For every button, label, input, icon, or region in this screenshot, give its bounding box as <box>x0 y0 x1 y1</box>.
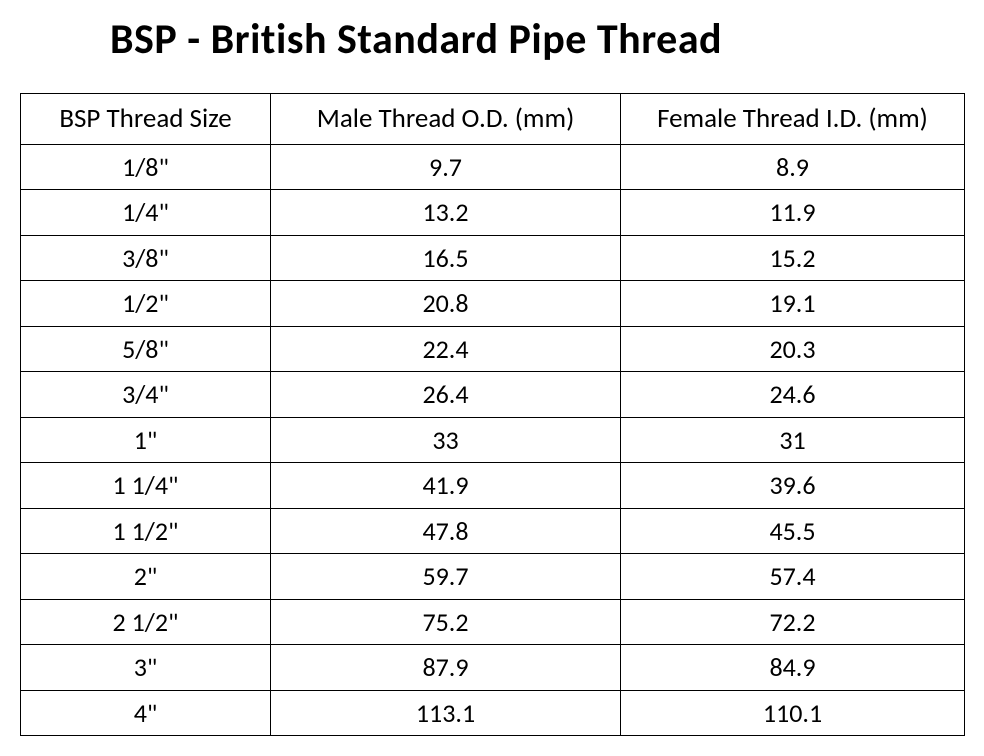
cell-male-od: 113.1 <box>271 690 621 736</box>
cell-male-od: 9.7 <box>271 144 621 190</box>
table-header-row: BSP Thread Size Male Thread O.D. (mm) Fe… <box>21 94 965 145</box>
cell-female-id: 72.2 <box>621 599 965 645</box>
cell-male-od: 59.7 <box>271 554 621 600</box>
cell-size: 1 1/4" <box>21 463 271 509</box>
cell-size: 1/4" <box>21 190 271 236</box>
cell-female-id: 39.6 <box>621 463 965 509</box>
table-row: 1 1/4" 41.9 39.6 <box>21 463 965 509</box>
table-row: 1/2" 20.8 19.1 <box>21 281 965 327</box>
cell-female-id: 57.4 <box>621 554 965 600</box>
cell-male-od: 75.2 <box>271 599 621 645</box>
cell-male-od: 33 <box>271 417 621 463</box>
cell-size: 2" <box>21 554 271 600</box>
cell-female-id: 20.3 <box>621 326 965 372</box>
table-row: 2" 59.7 57.4 <box>21 554 965 600</box>
cell-female-id: 24.6 <box>621 372 965 418</box>
col-header-female-id: Female Thread I.D. (mm) <box>621 94 965 145</box>
cell-size: 1" <box>21 417 271 463</box>
cell-male-od: 22.4 <box>271 326 621 372</box>
cell-female-id: 11.9 <box>621 190 965 236</box>
page-container: BSP - British Standard Pipe Thread BSP T… <box>0 0 984 756</box>
table-row: 5/8" 22.4 20.3 <box>21 326 965 372</box>
cell-male-od: 47.8 <box>271 508 621 554</box>
cell-size: 3" <box>21 645 271 691</box>
cell-female-id: 8.9 <box>621 144 965 190</box>
col-header-size: BSP Thread Size <box>21 94 271 145</box>
cell-male-od: 20.8 <box>271 281 621 327</box>
cell-size: 1/8" <box>21 144 271 190</box>
table-row: 2 1/2" 75.2 72.2 <box>21 599 965 645</box>
cell-size: 4" <box>21 690 271 736</box>
cell-male-od: 87.9 <box>271 645 621 691</box>
table-row: 1 1/2" 47.8 45.5 <box>21 508 965 554</box>
table-row: 1/4" 13.2 11.9 <box>21 190 965 236</box>
table-row: 3/8" 16.5 15.2 <box>21 235 965 281</box>
cell-female-id: 15.2 <box>621 235 965 281</box>
cell-male-od: 41.9 <box>271 463 621 509</box>
table-row: 3" 87.9 84.9 <box>21 645 965 691</box>
cell-size: 3/4" <box>21 372 271 418</box>
bsp-thread-table: BSP Thread Size Male Thread O.D. (mm) Fe… <box>20 93 965 736</box>
cell-male-od: 16.5 <box>271 235 621 281</box>
cell-male-od: 13.2 <box>271 190 621 236</box>
cell-female-id: 31 <box>621 417 965 463</box>
col-header-male-od: Male Thread O.D. (mm) <box>271 94 621 145</box>
cell-female-id: 84.9 <box>621 645 965 691</box>
table-row: 3/4" 26.4 24.6 <box>21 372 965 418</box>
cell-size: 5/8" <box>21 326 271 372</box>
cell-male-od: 26.4 <box>271 372 621 418</box>
cell-size: 3/8" <box>21 235 271 281</box>
table-row: 1" 33 31 <box>21 417 965 463</box>
cell-female-id: 45.5 <box>621 508 965 554</box>
table-body: 1/8" 9.7 8.9 1/4" 13.2 11.9 3/8" 16.5 15… <box>21 144 965 736</box>
cell-size: 1 1/2" <box>21 508 271 554</box>
cell-size: 1/2" <box>21 281 271 327</box>
cell-female-id: 110.1 <box>621 690 965 736</box>
page-title: BSP - British Standard Pipe Thread <box>110 14 964 65</box>
cell-size: 2 1/2" <box>21 599 271 645</box>
table-row: 4" 113.1 110.1 <box>21 690 965 736</box>
cell-female-id: 19.1 <box>621 281 965 327</box>
table-row: 1/8" 9.7 8.9 <box>21 144 965 190</box>
